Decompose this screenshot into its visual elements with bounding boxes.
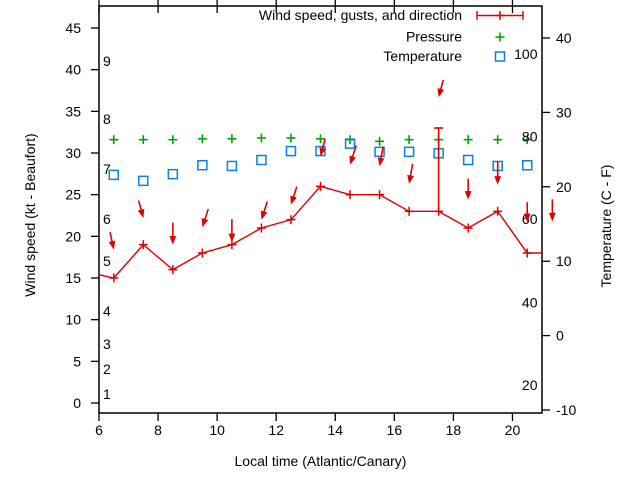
fahrenheit-scale-label: 40	[522, 294, 538, 310]
temperature-marker	[167, 168, 179, 180]
beaufort-scale-label: 3	[103, 336, 111, 352]
y-tick-label-right: 20	[556, 179, 572, 195]
y-tick-label-right: -10	[556, 402, 576, 418]
wind-direction-arrowhead	[169, 236, 177, 245]
fahrenheit-scale-label: 80	[522, 128, 538, 144]
x-axis-label: Local time (Atlantic/Canary)	[234, 453, 407, 469]
wind-direction-arrow	[377, 146, 385, 167]
beaufort-scale-label: 2	[103, 361, 111, 377]
x-tick-label: 10	[209, 422, 225, 438]
beaufort-scale-label: 6	[103, 211, 111, 227]
y-axis-label-right: Temperature (C - F)	[598, 164, 614, 288]
wind-direction-arrowhead	[290, 195, 297, 205]
wind-direction-arrow	[260, 201, 269, 220]
beaufort-scale-label: 5	[103, 253, 111, 269]
wind-direction-arrowhead	[260, 210, 268, 220]
wind-direction-arrow	[407, 163, 414, 184]
x-tick-label: 18	[446, 422, 462, 438]
beaufort-scale-label: 7	[103, 161, 111, 177]
y-tick-label-left: 0	[73, 395, 81, 411]
temperature-marker	[197, 159, 208, 171]
wind-direction-arrowhead	[464, 191, 472, 200]
fahrenheit-scale-label: 60	[522, 211, 538, 227]
beaufort-scale-label: 9	[103, 53, 111, 69]
wind-direction-arrowhead	[201, 218, 209, 228]
wind-direction-arrowhead	[137, 208, 145, 219]
x-tick-label: 12	[268, 422, 284, 438]
wind-direction-arrow	[137, 200, 145, 219]
y-tick-label-right: 30	[556, 104, 572, 120]
temperature-marker	[344, 138, 356, 149]
wind-direction-arrow	[201, 208, 209, 228]
x-tick-label: 16	[387, 422, 403, 438]
temperature-marker	[374, 146, 385, 158]
y-tick-label-left: 30	[65, 145, 81, 161]
wind-direction-arrow	[108, 231, 116, 250]
wind-direction-arrow	[319, 138, 326, 157]
y-tick-label-left: 5	[73, 353, 81, 369]
temperature-marker	[403, 146, 415, 158]
temperature-marker	[256, 154, 267, 166]
y-tick-label-left: 25	[65, 187, 81, 203]
y-tick-label-left: 20	[65, 228, 81, 244]
beaufort-scale-label: 1	[103, 386, 111, 402]
wind-direction-arrowhead	[494, 176, 502, 185]
beaufort-scale-label: 4	[103, 303, 111, 319]
temperature-marker	[285, 145, 297, 157]
y-tick-label-left: 35	[65, 103, 81, 119]
wind-direction-arrow	[228, 219, 236, 243]
wind-direction-arrow	[494, 161, 502, 185]
temperature-marker	[108, 169, 120, 181]
wind-direction-arrowhead	[377, 157, 385, 167]
wind-direction-arrow	[437, 79, 445, 98]
wind-direction-arrowhead	[437, 88, 445, 98]
y-tick-label-right: 10	[556, 253, 572, 269]
wind-direction-arrowhead	[228, 233, 236, 243]
wind-direction-arrowhead	[108, 240, 116, 250]
legend-label: Temperature	[383, 48, 462, 64]
legend-temperature-marker	[494, 51, 506, 62]
wind-direction-arrow	[523, 202, 531, 223]
x-tick-label: 6	[95, 422, 103, 438]
y-tick-label-right: 0	[556, 328, 564, 344]
legend-label: Pressure	[406, 29, 462, 45]
x-tick-label: 8	[154, 422, 162, 438]
y-tick-label-left: 40	[65, 62, 81, 78]
wind-direction-arrowhead	[548, 212, 556, 222]
y-tick-label-left: 10	[65, 312, 81, 328]
x-tick-label: 14	[327, 422, 343, 438]
plot-border	[98, 5, 543, 414]
wind-direction-arrowhead	[523, 213, 531, 223]
temperature-marker	[138, 175, 149, 187]
y-tick-label-left: 15	[65, 270, 81, 286]
fahrenheit-scale-label: 20	[522, 377, 538, 393]
wind-direction-arrowhead	[319, 147, 326, 157]
legend-label: Wind speed, gusts, and direction	[259, 7, 462, 23]
wind-direction-arrow	[464, 178, 472, 200]
y-tick-label-left: 45	[65, 20, 81, 36]
beaufort-scale-label: 8	[103, 111, 111, 127]
temperature-marker	[226, 160, 238, 172]
fahrenheit-scale-label: 100	[514, 46, 538, 62]
temperature-marker	[521, 159, 533, 171]
y-tick-label-right: 40	[556, 30, 572, 46]
wind-direction-arrow	[548, 199, 556, 222]
wind-direction-arrow	[169, 222, 177, 245]
temperature-marker	[462, 154, 474, 166]
x-tick-label: 20	[505, 422, 521, 438]
y-axis-label-left: Wind speed (kt - Beaufort)	[22, 133, 38, 297]
wind-direction-arrowhead	[407, 174, 414, 184]
wind-direction-arrow	[349, 145, 357, 165]
wind-direction-arrow	[290, 186, 298, 205]
wind-speed-line	[98, 185, 542, 279]
wind-direction-arrowhead	[349, 155, 356, 165]
